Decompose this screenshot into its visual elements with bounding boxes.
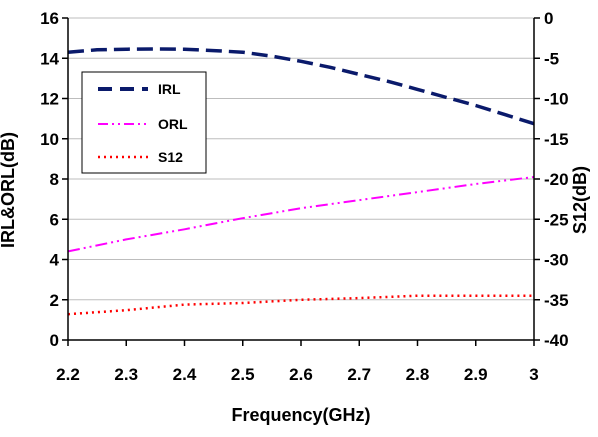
right-y-tick-label: -20 bbox=[544, 170, 569, 189]
legend-label-orl: ORL bbox=[158, 116, 188, 132]
x-tick-label: 2.3 bbox=[114, 365, 138, 384]
series-line-orl bbox=[67, 176, 535, 253]
x-tick-label: 2.6 bbox=[289, 365, 313, 384]
legend-label-s12: S12 bbox=[158, 149, 183, 165]
series-lines bbox=[67, 47, 535, 316]
right-y-tick-label: -35 bbox=[544, 291, 569, 310]
right-y-tick-label: 0 bbox=[544, 9, 553, 28]
right-y-tick-label: -5 bbox=[544, 49, 559, 68]
x-tick-label: 2.7 bbox=[347, 365, 371, 384]
left-y-tick-label: 10 bbox=[40, 130, 59, 149]
x-tick-label: 3 bbox=[529, 365, 538, 384]
right-y-tick-label: -10 bbox=[544, 90, 569, 109]
left-y-tick-label: 14 bbox=[40, 49, 59, 68]
left-y-tick-label: 0 bbox=[50, 331, 59, 350]
right-y-tick-labels: 0 -5 -10 -15 -20 -25 -30 -35 -40 bbox=[534, 9, 569, 350]
x-tick-label: 2.5 bbox=[231, 365, 255, 384]
left-y-tick-label: 8 bbox=[50, 170, 59, 189]
left-y-tick-label: 2 bbox=[50, 291, 59, 310]
x-tick-label: 2.8 bbox=[406, 365, 430, 384]
left-y-tick-label: 16 bbox=[40, 9, 59, 28]
right-y-tick-label: -25 bbox=[544, 210, 569, 229]
left-y-tick-labels: 0 2 4 6 8 10 12 14 16 bbox=[40, 9, 68, 350]
left-y-axis-title: IRL&ORL(dB) bbox=[0, 132, 18, 248]
x-tick-label: 2.4 bbox=[173, 365, 197, 384]
legend: IRL ORL S12 bbox=[81, 71, 207, 174]
right-y-axis-title: S12(dB) bbox=[570, 166, 590, 234]
series-line-s12 bbox=[67, 294, 534, 316]
left-y-tick-label: 12 bbox=[40, 90, 59, 109]
x-axis-title: Frequency(GHz) bbox=[231, 405, 370, 425]
left-y-tick-label: 4 bbox=[50, 251, 60, 270]
right-y-tick-label: -40 bbox=[544, 331, 569, 350]
x-tick-labels: 2.2 2.3 2.4 2.5 2.6 2.7 2.8 2.9 3 bbox=[56, 340, 539, 384]
right-y-tick-label: -30 bbox=[544, 251, 569, 270]
x-tick-label: 2.2 bbox=[56, 365, 80, 384]
series-line-irl bbox=[67, 47, 535, 126]
right-y-tick-label: -15 bbox=[544, 130, 569, 149]
legend-label-irl: IRL bbox=[158, 81, 181, 97]
x-tick-label: 2.9 bbox=[464, 365, 488, 384]
left-y-tick-label: 6 bbox=[50, 210, 59, 229]
